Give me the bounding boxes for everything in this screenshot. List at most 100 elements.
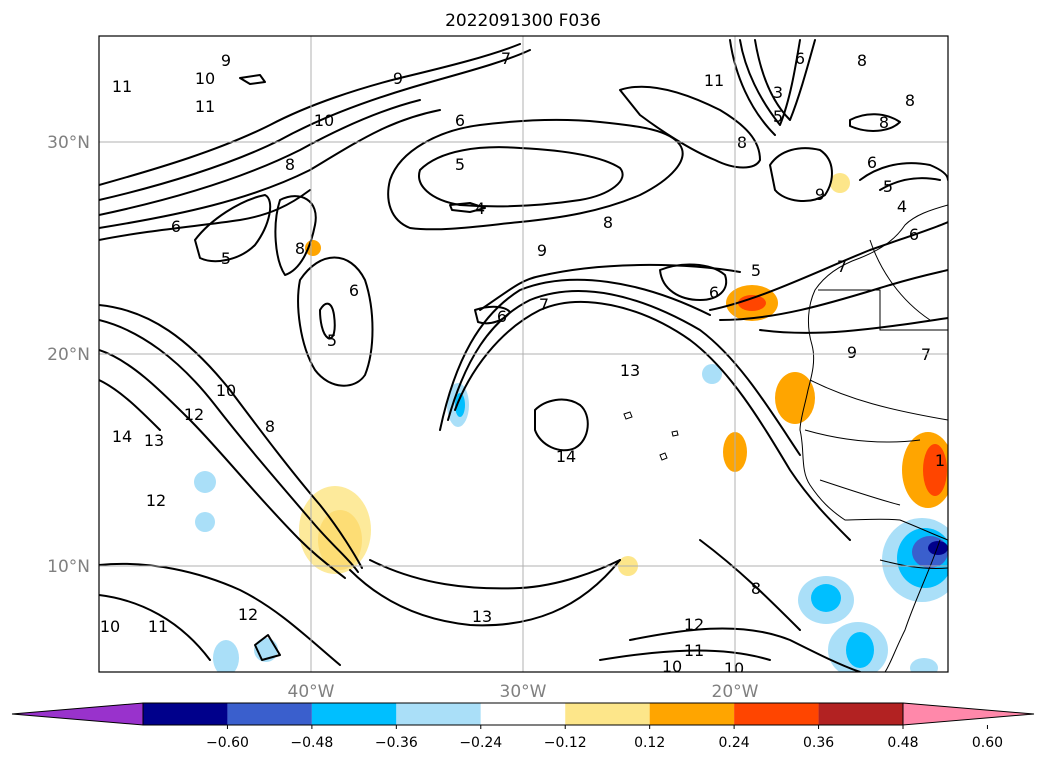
shade-orange-patch: [775, 372, 815, 424]
island-outline: [671, 430, 679, 437]
colorbar-swatch: [480, 703, 566, 725]
contour-line: [99, 43, 521, 186]
contour-label: 11: [148, 617, 168, 636]
contour-line: [439, 278, 711, 431]
contour-line: [99, 349, 346, 579]
contour-line: [454, 300, 851, 541]
contour-label: 12: [184, 405, 204, 424]
contour-label: 8: [879, 113, 889, 132]
contour-label: 4: [475, 199, 485, 218]
contour-line: [99, 109, 441, 229]
border-line: [869, 239, 931, 321]
contour-label: 5: [883, 177, 893, 196]
border-line: [879, 559, 948, 569]
contour-label: 8: [285, 155, 295, 174]
contour-label: 5: [327, 331, 337, 350]
shade-lightblue-patch: [910, 658, 938, 672]
contour-label: 11: [684, 641, 704, 660]
lon-labels: 40°W 30°W 20°W: [288, 682, 759, 702]
contour-line: [659, 263, 728, 301]
contour-line: [194, 194, 272, 263]
contour-label: 9: [815, 185, 825, 204]
colorbar-tick-label: 0.24: [719, 735, 750, 751]
lat-label: 30°N: [47, 133, 90, 153]
contour-label: 9: [393, 69, 403, 88]
contour-label: 11: [195, 97, 215, 116]
shade-navy-patch: [928, 541, 948, 555]
contour-label: 6: [709, 283, 719, 302]
contour-label: 6: [909, 225, 919, 244]
contour-label: 5: [751, 261, 761, 280]
contour-label: 6: [455, 111, 465, 130]
colorbar-swatch: [143, 703, 228, 725]
contour-label: 8: [265, 417, 275, 436]
contour-line: [474, 305, 511, 325]
contour-line: [719, 269, 948, 321]
contour-line: [447, 290, 801, 456]
contour-line: [859, 162, 948, 181]
contour-label: 10: [216, 381, 236, 400]
contour-label: 8: [751, 579, 761, 598]
lat-label: 10°N: [47, 557, 90, 577]
shade-yellow-patch: [299, 486, 371, 574]
contour-label: 3: [773, 83, 783, 102]
contour-line: [254, 634, 281, 661]
shade-lightblue-patch: [195, 512, 215, 532]
contour-line: [754, 39, 816, 121]
contour-label: 6: [171, 217, 181, 236]
contour-line: [729, 39, 776, 136]
shade-red-patch: [923, 444, 947, 496]
contour-label: 10: [724, 659, 744, 678]
lon-label: 30°W: [500, 682, 547, 702]
contour-line: [274, 195, 317, 276]
contour-line: [387, 118, 684, 231]
contour-label: 6: [795, 49, 805, 68]
shade-red-patch: [738, 295, 766, 311]
map-title: 2022091300 F036: [445, 11, 601, 31]
border-line: [809, 379, 948, 421]
contour-label: 6: [349, 281, 359, 300]
border-line: [804, 429, 921, 443]
contour-line: [479, 263, 741, 311]
contour-label: 11: [112, 77, 132, 96]
colorbar-swatch: [396, 703, 481, 725]
contour-line: [99, 594, 211, 661]
contour-line: [449, 202, 486, 213]
contour-line: [319, 302, 336, 340]
contour-label: 7: [539, 295, 549, 314]
contour-line: [369, 559, 621, 590]
contour-label: 4: [897, 197, 907, 216]
island-outline: [623, 411, 633, 420]
colorbar-tick-label: 0.48: [887, 735, 918, 751]
contour-label: 13: [472, 607, 492, 626]
shade-lightblue-patch: [702, 364, 722, 384]
lat-labels: 30°N 20°N 10°N: [47, 133, 90, 577]
shading-layer: [194, 173, 948, 672]
contour-line: [599, 649, 771, 661]
contour-line: [99, 379, 161, 431]
contour-line: [739, 39, 801, 126]
contour-label: 12: [146, 491, 166, 510]
contour-labels: 9 10 11 11 10 8 9 7 6 5 4 8 9 7 6 6 5 6 …: [100, 49, 945, 678]
map-frame: [98, 35, 949, 673]
colorbar-tick-label: −0.60: [206, 735, 249, 751]
africa-coastline: [799, 204, 948, 541]
lat-label: 20°N: [47, 345, 90, 365]
contour-label: 12: [238, 605, 258, 624]
colorbar-swatch: [818, 703, 903, 725]
colorbar-tick-label: −0.48: [290, 735, 333, 751]
colorbar-tick-label: −0.12: [544, 735, 587, 751]
lon-label: 20°W: [712, 682, 759, 702]
island-outline: [659, 452, 668, 461]
border-line: [819, 479, 901, 506]
contour-label: 14: [112, 427, 132, 446]
colorbar-tick-label: −0.24: [459, 735, 502, 751]
colorbar: −0.60 −0.48 −0.36 −0.24 −0.12 0.12 0.24 0.36 0.4…: [11, 702, 1035, 751]
contour-label: 1: [935, 451, 945, 470]
shade-lightblue-patch: [213, 640, 239, 672]
contour-label: 7: [501, 49, 511, 68]
contour-line: [99, 99, 421, 216]
contour-label: 8: [857, 51, 867, 70]
contour-line: [849, 113, 901, 132]
contour-label: 8: [603, 213, 613, 232]
